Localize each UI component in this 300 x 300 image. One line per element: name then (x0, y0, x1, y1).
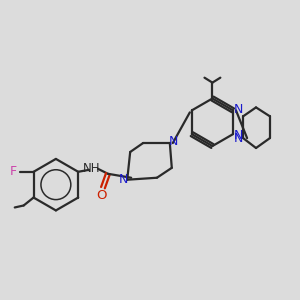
Text: N: N (118, 173, 128, 186)
Text: N: N (233, 129, 243, 142)
Text: F: F (10, 165, 17, 178)
Text: N: N (233, 103, 243, 116)
Text: O: O (97, 189, 107, 202)
Text: N: N (169, 135, 178, 148)
Text: NH: NH (83, 162, 101, 175)
Text: N: N (233, 132, 243, 145)
